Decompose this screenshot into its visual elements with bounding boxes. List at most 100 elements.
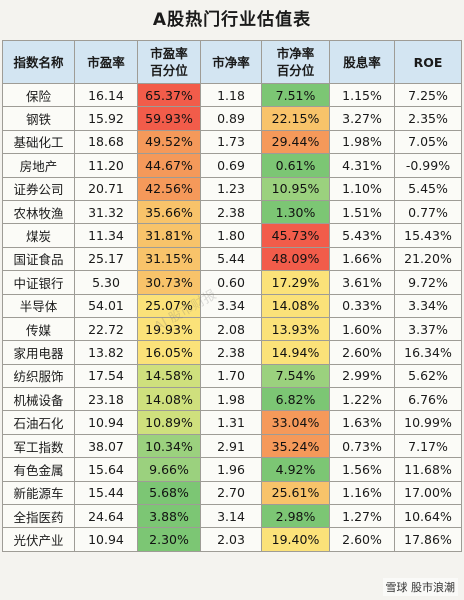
cell-pe-percentile: 5.68% [137, 480, 201, 506]
cell-dividend-yield: 1.63% [329, 410, 395, 435]
valuation-table: 指数名称 市盈率 市盈率 百分位 市净率 市净率 百分位 股息率 ROE 保险 16.14 65.3… [2, 40, 462, 552]
cell-pe-percentile: 65.37% [137, 82, 201, 108]
cell-pb-percentile: 0.61% [261, 153, 330, 178]
cell-roe: 0.77% [394, 199, 462, 225]
table-row: 传媒 22.72 19.93% 2.08 13.93% 1.60% 3.37% [2, 316, 462, 342]
cell-pe: 20.71 [74, 176, 138, 201]
cell-pb-percentile: 1.30% [261, 199, 330, 225]
cell-pb-percentile: 33.04% [261, 410, 330, 435]
cell-dividend-yield: 1.98% [329, 129, 395, 155]
cell-pb-percentile: 22.15% [261, 106, 330, 131]
cell-pe: 54.01 [74, 293, 138, 318]
table-row: 钢铁 15.92 59.93% 0.89 22.15% 3.27% 2.35% [2, 106, 462, 131]
table-row: 证券公司 20.71 42.56% 1.23 10.95% 1.10% 5.45% [2, 176, 462, 201]
cell-index-name: 传媒 [2, 316, 75, 342]
cell-index-name: 新能源车 [2, 480, 75, 506]
cell-pe: 10.94 [74, 527, 138, 552]
cell-roe: 15.43% [394, 223, 462, 248]
table-body: 保险 16.14 65.37% 1.18 7.51% 1.15% 7.25% 钢铁 15.92 5… [2, 82, 462, 552]
table-row: 中证银行 5.30 30.73% 0.60 17.29% 3.61% 9.72% [2, 270, 462, 295]
cell-pe-percentile: 35.66% [137, 199, 201, 225]
header-pe-percentile: 市盈率 百分位 [137, 40, 201, 84]
cell-dividend-yield: 0.73% [329, 433, 395, 459]
header-pb-percentile: 市净率 百分位 [261, 40, 330, 84]
cell-pe: 25.17 [74, 246, 138, 272]
cell-pe: 10.94 [74, 410, 138, 435]
cell-roe: 5.45% [394, 176, 462, 201]
cell-pb: 1.80 [200, 223, 262, 248]
cell-index-name: 纺织服饰 [2, 363, 75, 389]
cell-index-name: 半导体 [2, 293, 75, 318]
cell-roe: 5.62% [394, 363, 462, 389]
cell-pb: 2.38 [200, 340, 262, 365]
cell-index-name: 证券公司 [2, 176, 75, 201]
cell-pb-percentile: 48.09% [261, 246, 330, 272]
cell-dividend-yield: 1.56% [329, 457, 395, 482]
cell-pe-percentile: 3.88% [137, 504, 201, 529]
cell-pe-percentile: 14.58% [137, 363, 201, 389]
cell-index-name: 石油石化 [2, 410, 75, 435]
cell-pb-percentile: 19.40% [261, 527, 330, 552]
cell-pe-percentile: 59.93% [137, 106, 201, 131]
cell-dividend-yield: 1.16% [329, 480, 395, 506]
cell-roe: 16.34% [394, 340, 462, 365]
cell-pb: 1.98 [200, 387, 262, 412]
cell-roe: 9.72% [394, 270, 462, 295]
cell-index-name: 光伏产业 [2, 527, 75, 552]
cell-pb: 2.38 [200, 199, 262, 225]
cell-pe-percentile: 30.73% [137, 270, 201, 295]
cell-index-name: 保险 [2, 82, 75, 108]
cell-pe-percentile: 31.15% [137, 246, 201, 272]
cell-index-name: 钢铁 [2, 106, 75, 131]
cell-index-name: 家用电器 [2, 340, 75, 365]
cell-roe: 3.34% [394, 293, 462, 318]
table-row: 家用电器 13.82 16.05% 2.38 14.94% 2.60% 16.34% [2, 340, 462, 365]
cell-roe: 10.99% [394, 410, 462, 435]
cell-pb: 1.31 [200, 410, 262, 435]
cell-pe: 16.14 [74, 82, 138, 108]
cell-pe: 18.68 [74, 129, 138, 155]
header-pe: 市盈率 [74, 40, 138, 84]
cell-dividend-yield: 1.27% [329, 504, 395, 529]
cell-dividend-yield: 4.31% [329, 153, 395, 178]
cell-pe-percentile: 31.81% [137, 223, 201, 248]
cell-dividend-yield: 2.99% [329, 363, 395, 389]
cell-index-name: 煤炭 [2, 223, 75, 248]
cell-index-name: 房地产 [2, 153, 75, 178]
cell-pb: 2.70 [200, 480, 262, 506]
cell-pb-percentile: 7.54% [261, 363, 330, 389]
cell-index-name: 国证食品 [2, 246, 75, 272]
cell-pe: 24.64 [74, 504, 138, 529]
cell-pe: 31.32 [74, 199, 138, 225]
cell-roe: -0.99% [394, 153, 462, 178]
cell-pb: 1.73 [200, 129, 262, 155]
cell-pb: 3.34 [200, 293, 262, 318]
cell-pe-percentile: 9.66% [137, 457, 201, 482]
cell-index-name: 农林牧渔 [2, 199, 75, 225]
cell-pb: 0.89 [200, 106, 262, 131]
cell-pe-percentile: 42.56% [137, 176, 201, 201]
cell-pe-percentile: 49.52% [137, 129, 201, 155]
page-title: A股热门行业估值表 [152, 10, 312, 30]
table-row: 农林牧渔 31.32 35.66% 2.38 1.30% 1.51% 0.77% [2, 199, 462, 225]
header-row: 指数名称 市盈率 市盈率 百分位 市净率 市净率 百分位 股息率 ROE [2, 40, 462, 84]
table-header: 指数名称 市盈率 市盈率 百分位 市净率 市净率 百分位 股息率 ROE [2, 40, 462, 84]
cell-pb-percentile: 17.29% [261, 270, 330, 295]
cell-pb: 1.18 [200, 82, 262, 108]
table-row: 纺织服饰 17.54 14.58% 1.70 7.54% 2.99% 5.62% [2, 363, 462, 389]
cell-pe: 15.92 [74, 106, 138, 131]
cell-dividend-yield: 1.22% [329, 387, 395, 412]
cell-pe-percentile: 2.30% [137, 527, 201, 552]
cell-pe: 22.72 [74, 316, 138, 342]
cell-pb-percentile: 7.51% [261, 82, 330, 108]
cell-pe: 15.44 [74, 480, 138, 506]
cell-index-name: 基础化工 [2, 129, 75, 155]
cell-pe: 15.64 [74, 457, 138, 482]
table-row: 半导体 54.01 25.07% 3.34 14.08% 0.33% 3.34% [2, 293, 462, 318]
cell-pb-percentile: 13.93% [261, 316, 330, 342]
cell-roe: 21.20% [394, 246, 462, 272]
header-index-name: 指数名称 [2, 40, 75, 84]
cell-pe-percentile: 16.05% [137, 340, 201, 365]
cell-pb-percentile: 14.08% [261, 293, 330, 318]
cell-pe: 5.30 [74, 270, 138, 295]
